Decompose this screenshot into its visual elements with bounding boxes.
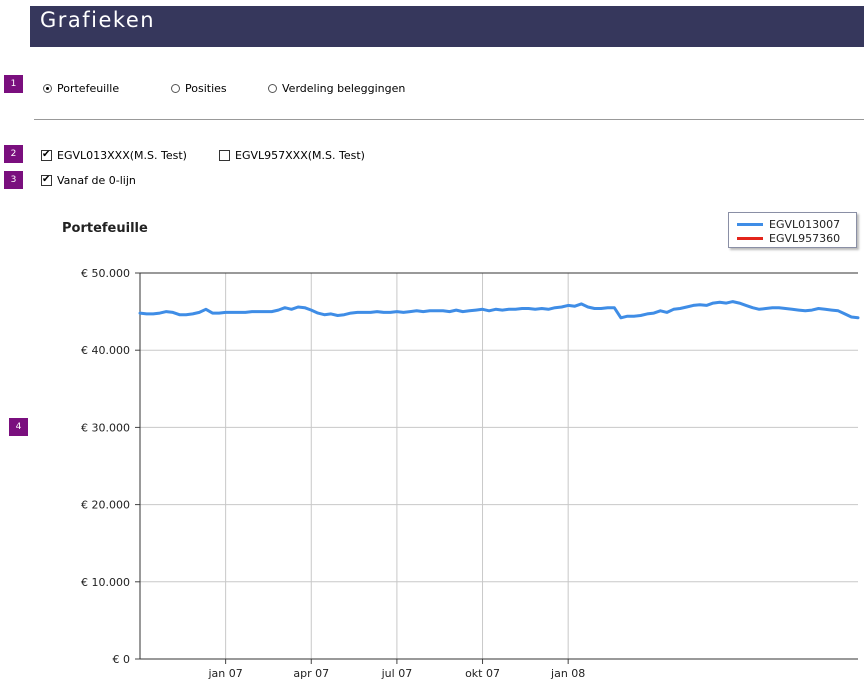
- y-tick-label: € 10.000: [81, 576, 130, 589]
- step-badge-3: 3: [4, 171, 23, 189]
- radio-posities[interactable]: Posities: [171, 80, 227, 96]
- step-badge-1: 1: [4, 75, 23, 93]
- y-tick-label: € 30.000: [81, 421, 130, 434]
- y-tick-label: € 0: [113, 653, 131, 666]
- legend-label: EGVL013007: [769, 217, 841, 231]
- checkbox-label: Vanaf de 0-lijn: [57, 173, 136, 187]
- legend-item-egvl013007: EGVL013007: [737, 217, 841, 231]
- radio-label: Portefeuille: [57, 81, 120, 95]
- legend-label: EGVL957360: [769, 231, 841, 245]
- radio-verdeling-beleggingen[interactable]: Verdeling beleggingen: [268, 80, 405, 96]
- radio-label: Verdeling beleggingen: [282, 81, 406, 95]
- checkbox-label: EGVL957XXX(M.S. Test): [235, 148, 365, 162]
- checkbox[interactable]: [219, 149, 230, 161]
- radio-label: Posities: [185, 81, 227, 95]
- legend-line: [737, 222, 763, 226]
- step-badge-4: 4: [9, 418, 28, 436]
- checkbox[interactable]: [41, 149, 52, 161]
- y-tick-label: € 50.000: [81, 267, 130, 280]
- x-tick-label: apr 07: [293, 667, 329, 680]
- legend-item-egvl957360: EGVL957360: [737, 231, 841, 245]
- x-tick-label: jul 07: [381, 667, 413, 680]
- checkbox-account-egvl957[interactable]: EGVL957XXX(M.S. Test): [219, 147, 365, 163]
- page-header: Grafieken: [30, 6, 864, 47]
- divider: [34, 119, 864, 120]
- x-tick-label: okt 07: [465, 667, 500, 680]
- chart-legend: EGVL013007 EGVL957360: [728, 212, 857, 248]
- checkbox-account-egvl013[interactable]: EGVL013XXX(M.S. Test): [41, 147, 187, 163]
- radio-button[interactable]: [43, 83, 52, 93]
- radio-button[interactable]: [171, 83, 180, 93]
- radio-portefeuille[interactable]: Portefeuille: [43, 80, 119, 96]
- legend-line: [737, 236, 763, 240]
- chart-title: Portefeuille: [62, 221, 148, 236]
- x-tick-label: jan 07: [208, 667, 243, 680]
- x-tick-label: jan 08: [550, 667, 585, 680]
- checkbox-zero-line[interactable]: Vanaf de 0-lijn: [41, 172, 136, 188]
- series-line-0: [138, 300, 860, 320]
- checkbox[interactable]: [41, 174, 52, 186]
- step-badge-2: 2: [4, 145, 23, 163]
- checkbox-label: EGVL013XXX(M.S. Test): [57, 148, 187, 162]
- y-tick-label: € 40.000: [81, 344, 130, 357]
- page-title: Grafieken: [40, 8, 156, 32]
- y-tick-label: € 20.000: [81, 499, 130, 512]
- radio-button[interactable]: [268, 83, 277, 93]
